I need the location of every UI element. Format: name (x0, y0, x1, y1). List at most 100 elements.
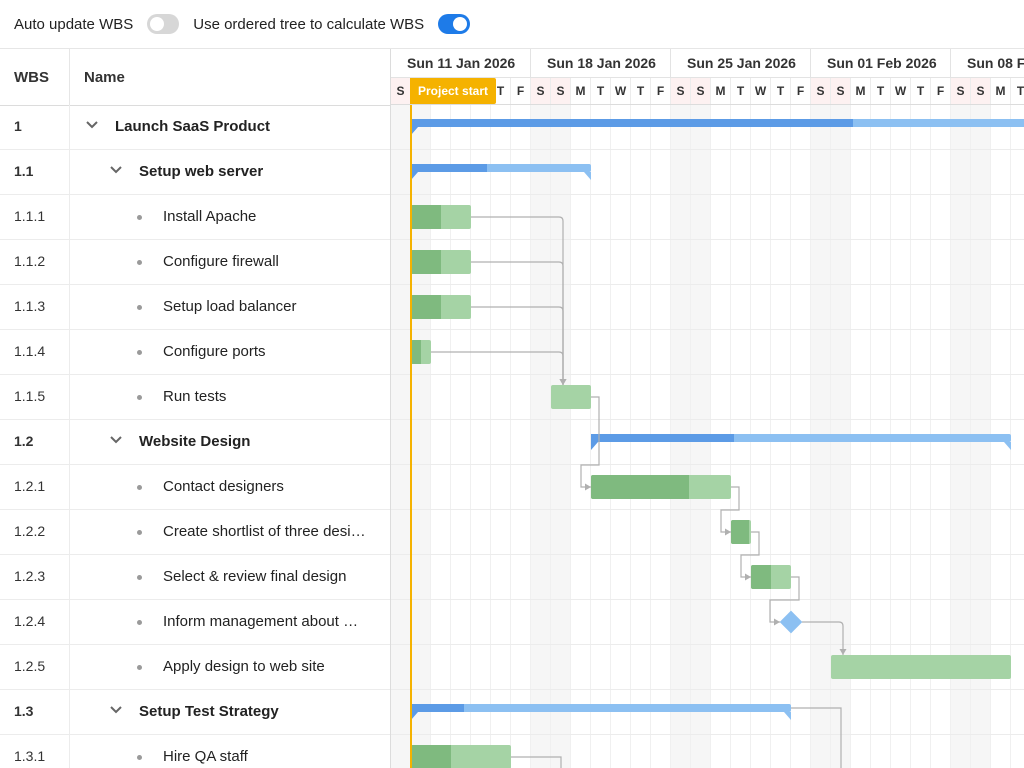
wbs-cell: 1.3 (0, 690, 70, 734)
task-progress (411, 295, 441, 319)
timeline-week-header: Sun 18 Jan 2026 (531, 49, 671, 78)
row-gridline (391, 599, 1024, 600)
dependency-line (471, 306, 564, 385)
wbs-value: 1.2.5 (14, 658, 46, 674)
dependency-arrow (745, 573, 751, 581)
timeline-day-header: W (891, 78, 911, 104)
table-row[interactable]: 1.2.3 Select & review final design (0, 555, 390, 600)
table-row[interactable]: 1.1 Setup web server (0, 150, 390, 195)
table-row[interactable]: 1.2 Website Design (0, 420, 390, 465)
task-bar[interactable] (751, 565, 791, 589)
summary-bar[interactable] (591, 434, 1011, 450)
wbs-cell: 1.1.1 (0, 195, 70, 239)
wbs-cell: 1.1.4 (0, 330, 70, 374)
row-gridline (391, 374, 1024, 375)
wbs-cell: 1.2.3 (0, 555, 70, 599)
dependency-line (802, 621, 844, 655)
task-name: Contact designers (163, 478, 284, 495)
wbs-cell: 1.2.2 (0, 510, 70, 554)
task-bar[interactable] (411, 250, 471, 274)
timeline-day-header: M (571, 78, 591, 104)
summary-progress (591, 434, 734, 442)
task-bar[interactable] (411, 340, 431, 364)
summary-cap (1004, 442, 1011, 450)
task-bar[interactable] (411, 295, 471, 319)
chevron-down-icon[interactable] (108, 161, 124, 177)
timeline-day-header: M (711, 78, 731, 104)
weekend-column (391, 105, 410, 768)
chevron-down-icon[interactable] (108, 701, 124, 717)
task-bar[interactable] (411, 745, 511, 768)
dependency-line (740, 531, 760, 578)
dependency-line (791, 707, 842, 768)
ordered-tree-toggle[interactable] (438, 14, 471, 34)
timeline-day-header: T (871, 78, 891, 104)
weekend-column (531, 105, 550, 768)
dependency-line (769, 576, 800, 623)
week-label: Sun 01 Feb 2026 (827, 55, 937, 71)
project-start-line (410, 105, 412, 768)
table-row[interactable]: 1.2.4 Inform management about … (0, 600, 390, 645)
week-label: Sun 18 Jan 2026 (547, 55, 656, 71)
table-row[interactable]: 1.3.1 Hire QA staff (0, 735, 390, 768)
row-gridline (391, 419, 1024, 420)
day-gridline (450, 105, 451, 768)
task-progress (731, 520, 749, 544)
table-row[interactable]: 1.1.2 Configure firewall (0, 240, 390, 285)
task-name: Configure firewall (163, 253, 279, 270)
table-row[interactable]: 1.2.1 Contact designers (0, 465, 390, 510)
timeline-day-header: S (811, 78, 831, 104)
summary-progress (411, 119, 853, 127)
task-name: Apply design to web site (163, 658, 325, 675)
auto-update-wbs-toggle[interactable] (147, 14, 180, 34)
day-gridline (590, 105, 591, 768)
week-label: Sun 25 Jan 2026 (687, 55, 796, 71)
table-row[interactable]: 1 Launch SaaS Product (0, 105, 390, 150)
timeline-week-header: Sun 11 Jan 2026 (391, 49, 531, 78)
wbs-column-header[interactable]: WBS (0, 49, 70, 105)
bullet-icon (137, 305, 142, 310)
wbs-value: 1 (14, 118, 22, 134)
timeline-day-header: T (631, 78, 651, 104)
task-progress (411, 250, 441, 274)
wbs-value: 1.2.1 (14, 478, 46, 494)
task-bar[interactable] (411, 205, 471, 229)
wbs-header-label: WBS (14, 69, 49, 86)
day-gridline (570, 105, 571, 768)
summary-bar[interactable] (411, 704, 791, 720)
task-progress (411, 205, 441, 229)
summary-bar[interactable] (411, 119, 1024, 135)
table-row[interactable]: 1.1.4 Configure ports (0, 330, 390, 375)
task-bar[interactable] (591, 475, 731, 499)
table-row[interactable]: 1.2.5 Apply design to web site (0, 645, 390, 690)
timeline-day-header: S (531, 78, 551, 104)
row-gridline (391, 734, 1024, 735)
weekend-column (551, 105, 570, 768)
week-label: Sun 11 Jan 2026 (407, 55, 516, 71)
chevron-down-icon[interactable] (108, 431, 124, 447)
row-gridline (391, 194, 1024, 195)
table-row[interactable]: 1.3 Setup Test Strategy (0, 690, 390, 735)
name-column-header[interactable]: Name (84, 69, 125, 86)
task-bar[interactable] (551, 385, 591, 409)
timeline-day-header: T (771, 78, 791, 104)
timeline-day-header: W (611, 78, 631, 104)
table-row[interactable]: 1.2.2 Create shortlist of three desi… (0, 510, 390, 555)
task-progress (751, 565, 771, 589)
table-row[interactable]: 1.1.1 Install Apache (0, 195, 390, 240)
task-bar[interactable] (731, 520, 751, 544)
table-row[interactable]: 1.1.3 Setup load balancer (0, 285, 390, 330)
task-name: Setup Test Strategy (139, 703, 279, 720)
toolbar: Auto update WBS Use ordered tree to calc… (0, 0, 1024, 49)
task-name: Select & review final design (163, 568, 347, 585)
dependency-arrow (839, 649, 847, 655)
chevron-down-icon[interactable] (84, 116, 100, 132)
bullet-icon (137, 260, 142, 265)
summary-bar[interactable] (411, 164, 591, 180)
dependency-line (431, 351, 564, 385)
dependency-line (471, 261, 564, 385)
wbs-value: 1.1.1 (14, 208, 46, 224)
timeline-day-header: S (691, 78, 711, 104)
table-row[interactable]: 1.1.5 Run tests (0, 375, 390, 420)
task-bar[interactable] (831, 655, 1011, 679)
